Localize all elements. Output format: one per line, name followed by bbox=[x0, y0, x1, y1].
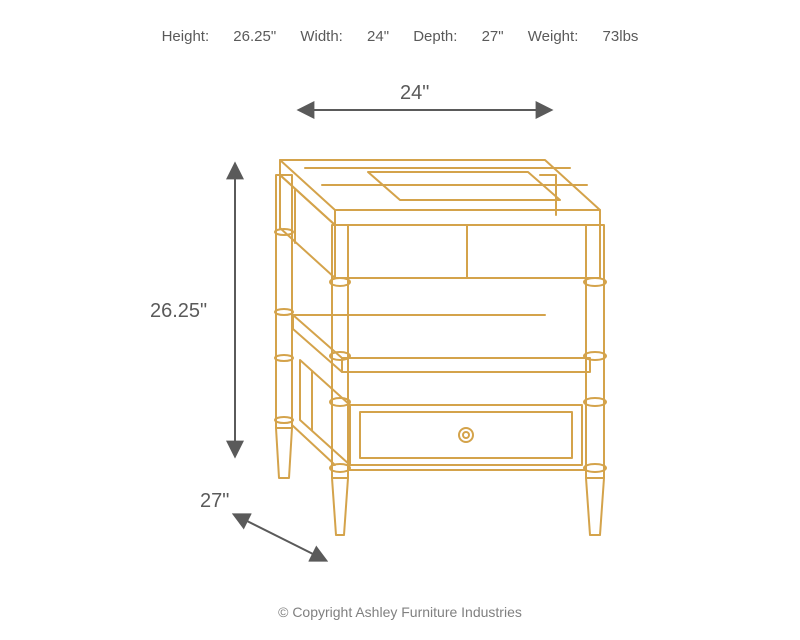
diagram-svg bbox=[0, 0, 800, 640]
copyright-text: © Copyright Ashley Furniture Industries bbox=[0, 604, 800, 620]
